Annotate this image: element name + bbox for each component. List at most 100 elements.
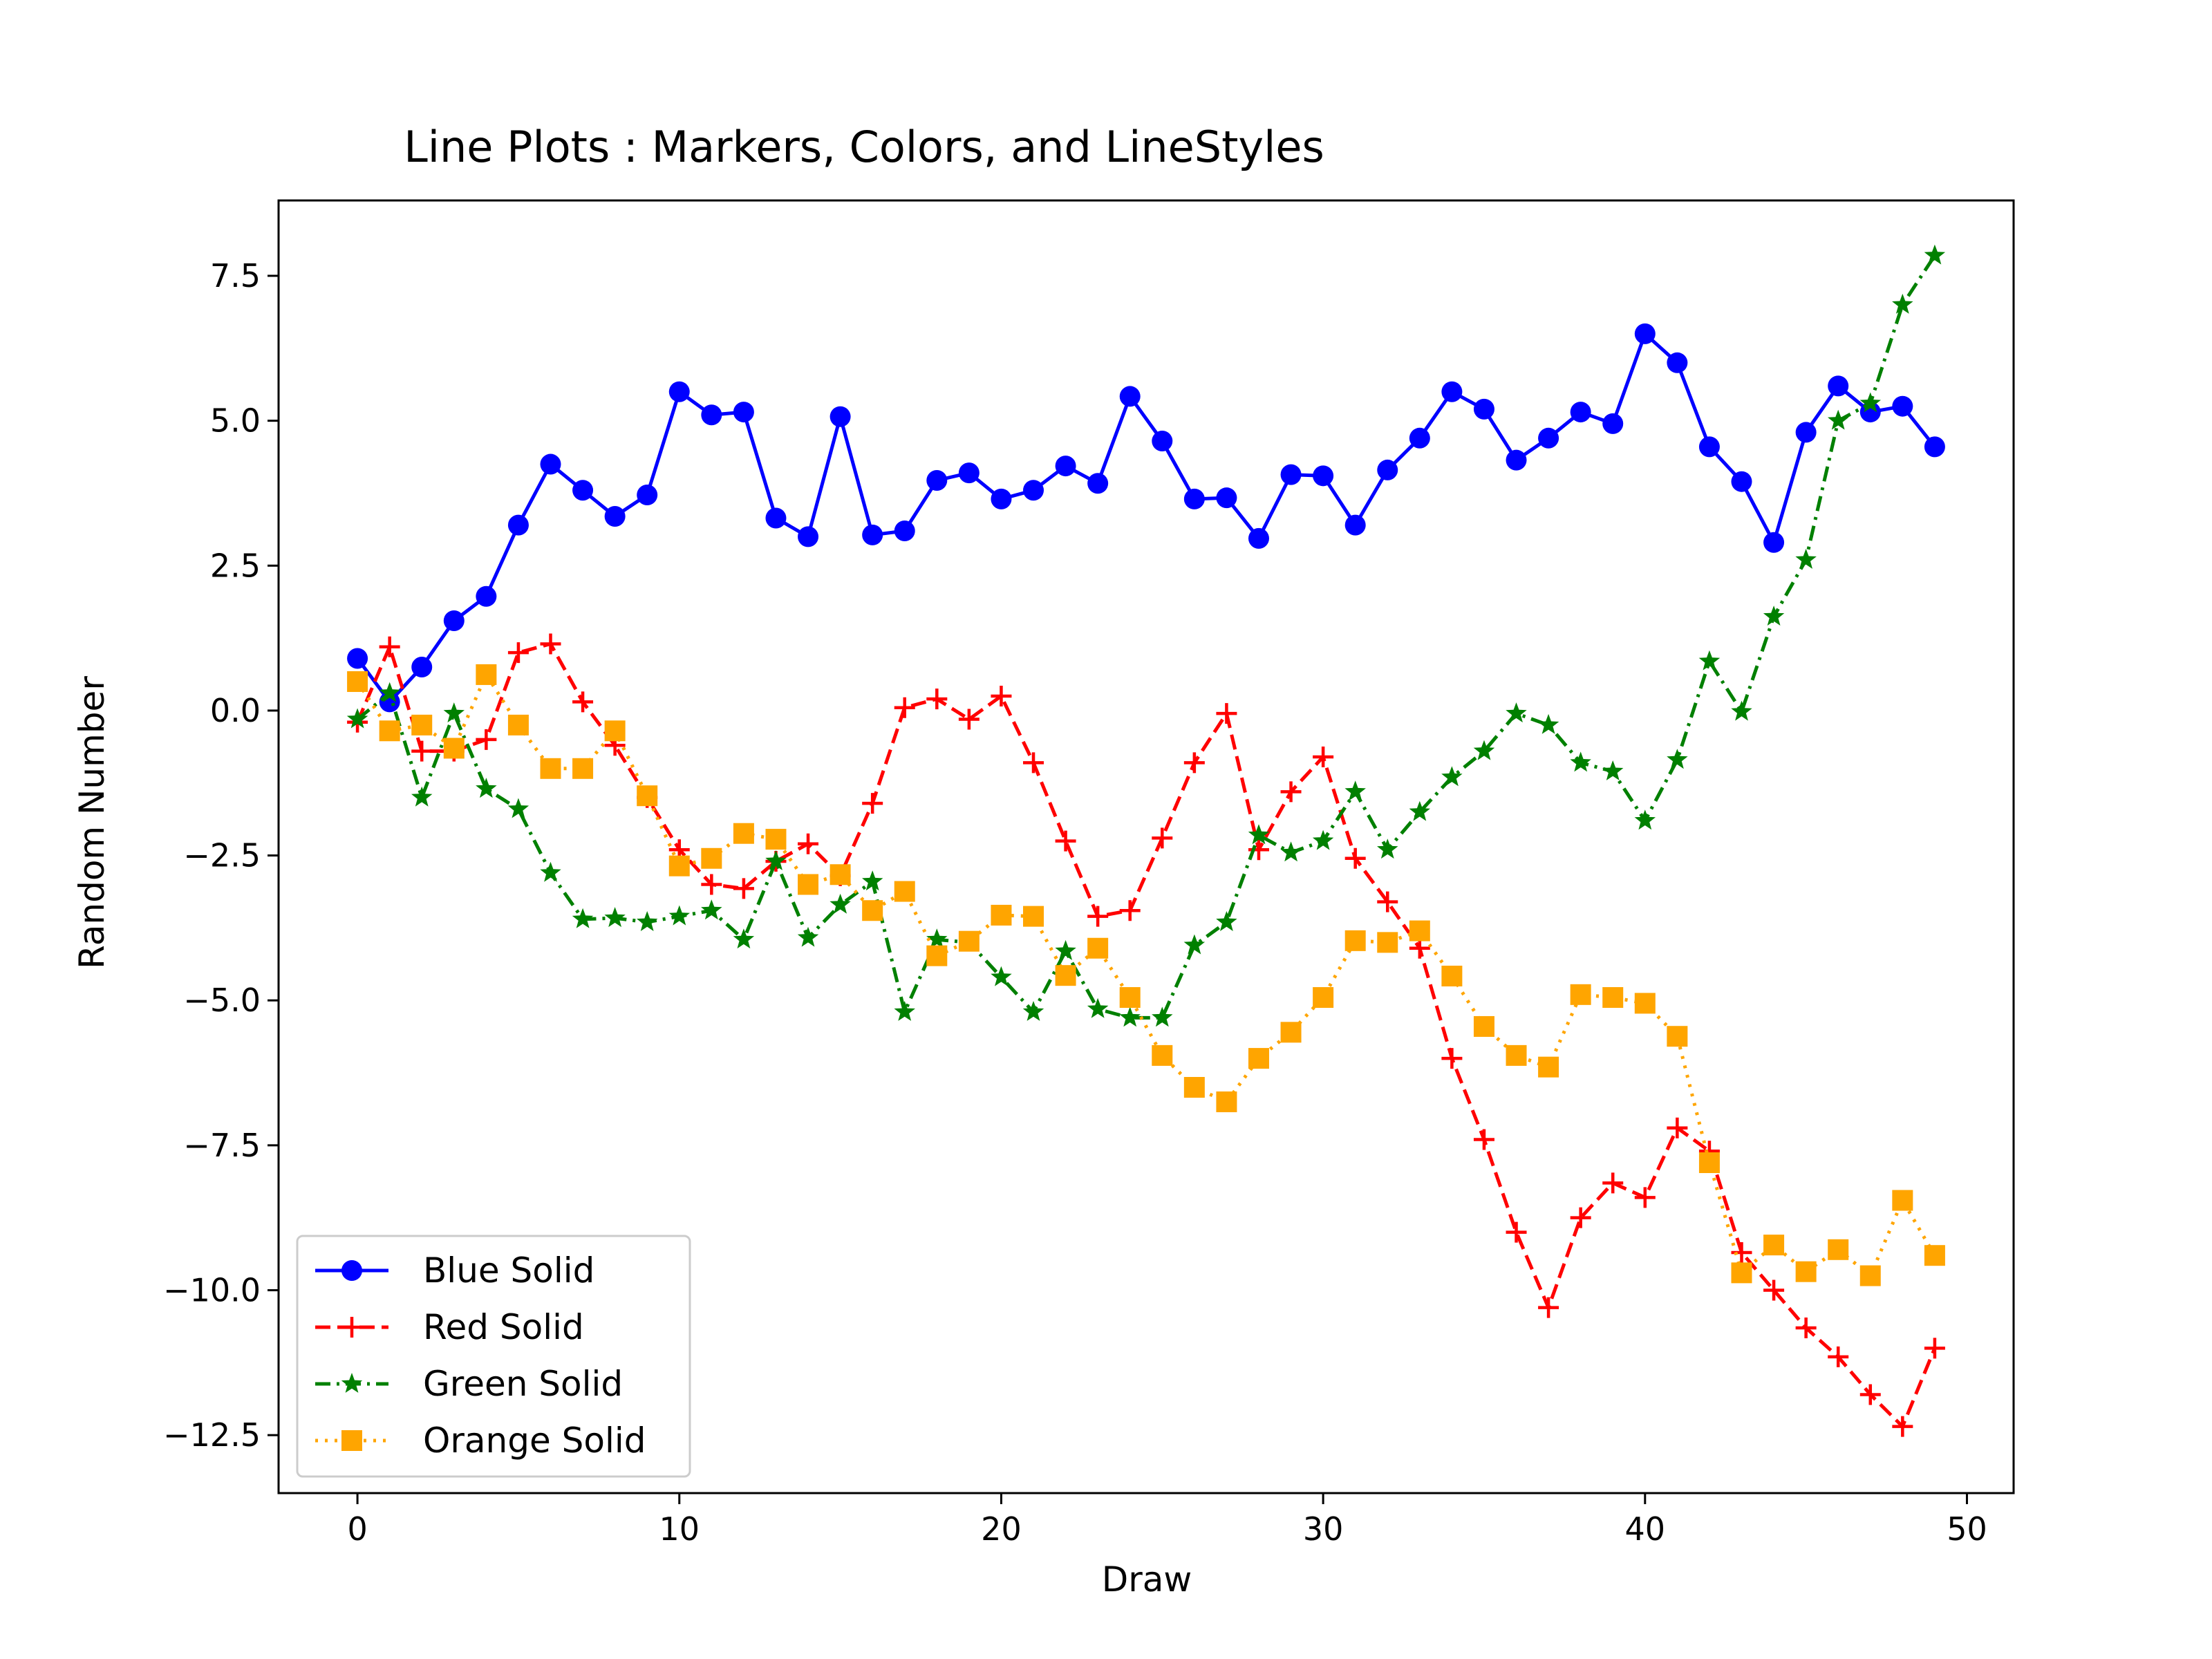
data-point	[1795, 548, 1817, 569]
data-point	[1152, 1006, 1173, 1027]
data-point	[1506, 1221, 1527, 1243]
data-point	[1216, 911, 1237, 931]
data-point	[1892, 1416, 1913, 1437]
x-axis: 0 10 20 30 40 50	[347, 1493, 1987, 1548]
legend-frame	[296, 1235, 691, 1478]
data-point	[1698, 650, 1721, 671]
data-point	[1152, 827, 1173, 849]
data-point	[476, 585, 497, 607]
data-point	[1216, 487, 1237, 509]
data-point	[1183, 1077, 1205, 1098]
data-point	[1441, 1048, 1463, 1069]
data-point	[1924, 436, 1945, 458]
data-point	[1377, 838, 1398, 859]
data-point	[701, 899, 722, 920]
data-point	[1312, 830, 1334, 850]
data-point	[1634, 993, 1656, 1014]
data-point	[1280, 841, 1302, 862]
x-tick-label: 30	[1303, 1510, 1344, 1548]
data-point	[1828, 375, 1849, 397]
data-point	[830, 406, 851, 427]
data-point	[862, 793, 883, 814]
data-point	[1055, 830, 1076, 852]
data-point	[1087, 937, 1109, 959]
data-point	[1698, 1152, 1720, 1174]
data-point	[604, 720, 626, 742]
data-point	[1313, 747, 1334, 768]
data-point	[1409, 937, 1430, 959]
data-point	[411, 657, 433, 678]
data-point	[1087, 997, 1109, 1018]
data-point	[1344, 514, 1366, 536]
y-tick-label: 2.5	[210, 547, 261, 584]
series-line-red-solid	[355, 642, 1937, 1429]
data-point	[1570, 402, 1591, 423]
data-point	[1667, 352, 1688, 373]
data-point	[540, 453, 561, 475]
data-point	[701, 874, 722, 895]
data-point	[1763, 1235, 1785, 1256]
data-point	[1377, 932, 1398, 953]
data-point	[572, 758, 594, 779]
legend-label: Green Solid	[423, 1364, 623, 1404]
data-point	[1119, 900, 1141, 921]
data-point	[1055, 939, 1076, 960]
data-point	[1634, 1187, 1656, 1208]
x-tick-label: 0	[347, 1510, 367, 1548]
data-point	[1506, 449, 1527, 471]
data-point	[507, 642, 529, 664]
x-tick-label: 40	[1625, 1510, 1666, 1548]
data-point	[1409, 800, 1430, 821]
data-point	[540, 861, 561, 882]
data-point	[1344, 930, 1366, 951]
y-tick-label: −12.5	[163, 1416, 261, 1454]
data-point	[1055, 965, 1076, 986]
data-point	[1828, 409, 1849, 430]
data-point	[1731, 1262, 1752, 1284]
data-point	[1409, 427, 1430, 449]
data-point	[1377, 891, 1398, 912]
x-tick-label: 20	[981, 1510, 1022, 1548]
data-point	[668, 905, 690, 926]
data-point	[1537, 713, 1559, 734]
data-point	[1667, 749, 1688, 769]
data-point	[1119, 1006, 1141, 1027]
data-point	[379, 682, 400, 702]
data-point	[733, 928, 755, 949]
data-point	[637, 785, 658, 807]
data-point	[797, 926, 819, 947]
data-point	[1859, 1265, 1881, 1286]
data-point	[1183, 752, 1205, 774]
legend-swatch-marker	[341, 1260, 362, 1281]
data-point	[443, 702, 465, 723]
data-point	[1538, 1056, 1559, 1078]
data-point	[1313, 465, 1334, 487]
data-point	[1731, 471, 1752, 492]
data-point	[668, 381, 690, 402]
data-point	[572, 480, 594, 501]
data-point	[894, 1001, 915, 1021]
data-point	[1538, 1297, 1559, 1318]
data-point	[1859, 1384, 1881, 1405]
y-tick-label: −5.0	[183, 982, 261, 1019]
data-point	[1023, 752, 1044, 774]
data-point	[991, 488, 1012, 509]
data-point	[347, 671, 368, 693]
legend-swatch-marker	[341, 1317, 362, 1338]
data-point	[476, 778, 497, 798]
data-point	[1087, 906, 1109, 927]
legend-item-blue-solid: Blue Solid	[315, 1250, 594, 1291]
data-point	[1828, 1239, 1849, 1260]
x-tick-label: 50	[1947, 1510, 1987, 1548]
data-point	[1924, 244, 1946, 265]
data-point	[1763, 606, 1785, 626]
data-point	[604, 907, 626, 928]
data-point	[1248, 824, 1270, 845]
data-point	[830, 893, 851, 914]
data-point	[862, 900, 883, 921]
data-point	[1538, 427, 1559, 449]
data-point	[1409, 920, 1430, 941]
data-point	[1892, 293, 1913, 314]
x-tick-label: 10	[659, 1510, 700, 1548]
data-point	[926, 688, 948, 710]
